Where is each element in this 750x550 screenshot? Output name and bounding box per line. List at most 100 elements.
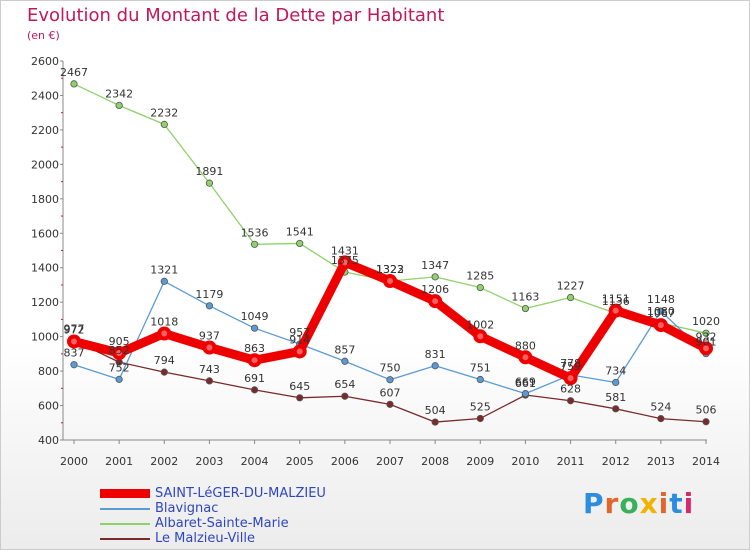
y-tick-label: 800: [38, 365, 59, 378]
y-tick-label: 1400: [31, 262, 59, 275]
chart-title: Evolution du Montant de la Dette par Hab…: [27, 5, 445, 26]
legend-swatch: [100, 489, 150, 498]
data-label: 645: [289, 380, 310, 393]
data-label: 2232: [150, 106, 178, 119]
data-point: [386, 376, 394, 384]
data-label: 2342: [105, 87, 133, 100]
data-label: 743: [199, 363, 220, 376]
y-tick-label: 600: [38, 400, 59, 413]
data-point: [702, 418, 710, 426]
data-label: 1049: [241, 310, 269, 323]
data-point-highlight: [341, 259, 348, 266]
legend-swatch: [100, 508, 150, 510]
y-tick-label: 2000: [31, 158, 59, 171]
y-tick-label: 1800: [31, 193, 59, 206]
legend-label: SAINT-LéGER-DU-MALZIEU: [155, 486, 326, 501]
data-label: 1020: [692, 315, 720, 328]
y-tick-label: 2200: [31, 124, 59, 137]
y-tick-label: 2400: [31, 89, 59, 102]
data-label: 661: [515, 377, 536, 390]
data-label: 778: [560, 357, 581, 370]
x-tick-label: 2011: [557, 455, 585, 468]
data-point-highlight: [522, 354, 529, 361]
x-tick-label: 2000: [60, 455, 88, 468]
data-label: 972: [64, 323, 85, 336]
data-point: [521, 390, 530, 398]
data-point: [341, 392, 349, 400]
x-tick-label: 2003: [195, 455, 223, 468]
data-label: 1321: [150, 263, 178, 276]
data-label: 1163: [511, 291, 539, 304]
data-label: 901: [696, 336, 717, 349]
data-label: 1431: [331, 244, 359, 257]
data-point: [612, 405, 620, 413]
data-point: [250, 240, 259, 248]
data-point: [657, 307, 665, 315]
x-tick-label: 2001: [105, 455, 133, 468]
data-point: [431, 418, 439, 426]
x-tick-label: 2014: [692, 455, 720, 468]
data-point: [341, 357, 349, 365]
logo-letter: o: [619, 487, 640, 520]
data-label: 1541: [286, 225, 314, 238]
data-label: 914: [289, 333, 310, 346]
data-point: [250, 324, 259, 332]
data-label: 752: [109, 361, 130, 374]
data-label: 1136: [602, 295, 630, 308]
data-point: [296, 239, 304, 248]
data-point: [521, 304, 530, 313]
data-label: 669: [515, 376, 536, 389]
data-label: 1151: [602, 293, 630, 306]
data-label: 1891: [195, 165, 223, 178]
legend-label: Blavignac: [155, 501, 219, 516]
data-label: 1347: [421, 259, 449, 272]
data-label: 1067: [647, 307, 675, 320]
data-point: [115, 101, 123, 110]
legend-swatch: [100, 538, 150, 540]
data-label: 750: [380, 362, 401, 375]
data-label: 1148: [647, 293, 675, 306]
data-point: [702, 329, 710, 337]
chart-subtitle: (en €): [27, 29, 60, 42]
y-tick-label: 1200: [31, 296, 59, 309]
data-point: [205, 302, 214, 310]
data-label: 759: [560, 360, 581, 373]
data-label: 857: [334, 343, 355, 356]
data-label: 1375: [331, 254, 359, 267]
x-tick-label: 2006: [331, 455, 359, 468]
data-label: 1285: [466, 270, 494, 283]
logo-letter: P: [583, 487, 605, 520]
y-tick-label: 1000: [31, 331, 59, 344]
data-point: [70, 80, 78, 88]
data-label: 932: [696, 330, 717, 343]
data-label: 504: [425, 404, 446, 417]
data-label: 654: [334, 378, 355, 391]
data-point-highlight: [71, 338, 77, 345]
data-label: 581: [605, 391, 626, 404]
data-point: [657, 415, 665, 423]
x-tick-label: 2002: [150, 455, 178, 468]
data-label: 977: [64, 323, 85, 336]
data-label: 691: [244, 372, 265, 385]
data-label: 734: [605, 364, 626, 377]
data-point: [386, 400, 394, 408]
data-point-highlight: [296, 348, 303, 355]
data-point: [115, 375, 123, 383]
data-point: [205, 179, 214, 187]
data-label: 794: [154, 354, 175, 367]
data-point-highlight: [703, 345, 709, 352]
x-tick-label: 2008: [421, 455, 449, 468]
data-point: [566, 293, 575, 302]
x-tick-label: 2009: [466, 455, 494, 468]
data-point: [205, 377, 214, 385]
data-label: 852: [109, 344, 130, 357]
data-label: 1227: [557, 280, 585, 293]
data-label: 837: [64, 347, 85, 360]
data-point: [476, 375, 484, 384]
data-point-highlight: [612, 307, 619, 314]
x-tick-label: 2007: [376, 455, 404, 468]
legend-swatch: [100, 523, 150, 525]
data-point-highlight: [432, 298, 439, 305]
data-label: 957: [289, 326, 310, 339]
data-label: 905: [109, 335, 130, 348]
